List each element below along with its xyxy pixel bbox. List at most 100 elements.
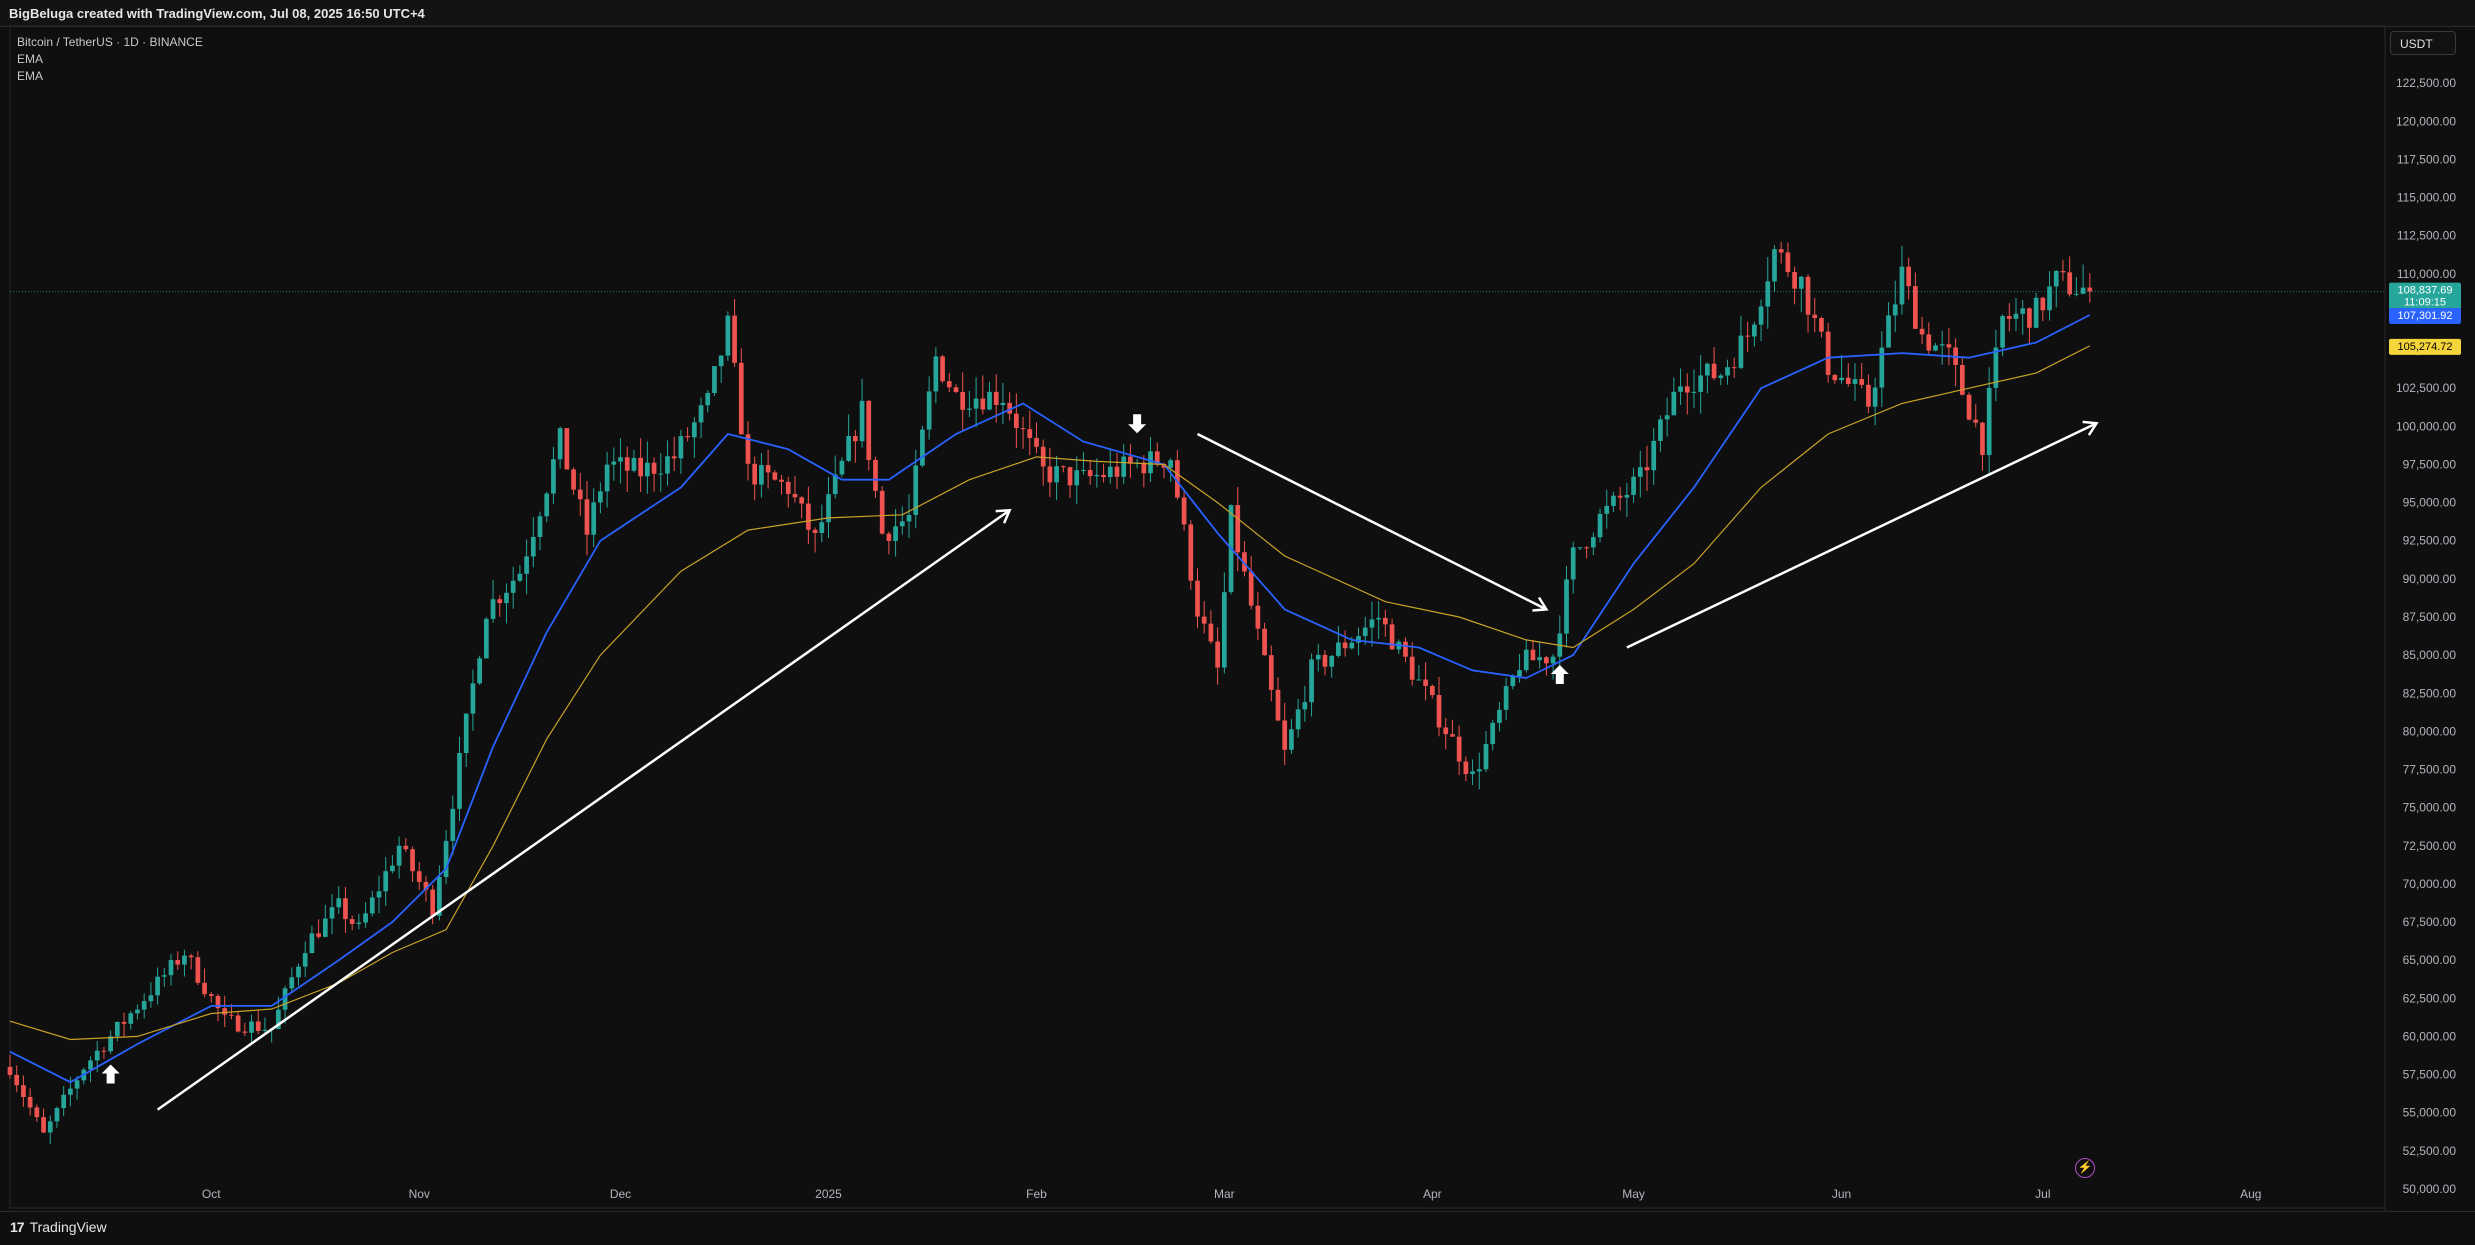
candle-body — [1054, 466, 1059, 483]
currency-button[interactable]: USDT — [2390, 31, 2456, 55]
candle-body — [1604, 505, 1610, 514]
candle-body — [1718, 375, 1724, 379]
candle-body — [1651, 440, 1657, 471]
candle-body — [571, 469, 576, 490]
candle-body — [510, 580, 516, 593]
candle-body — [1456, 736, 1462, 762]
candle-body — [779, 479, 784, 482]
candle-body — [1892, 304, 1898, 316]
lightning-icon[interactable]: ⚡ — [2075, 1158, 2095, 1178]
candle-body — [1731, 367, 1737, 369]
candle-body — [544, 493, 550, 517]
candle-body — [618, 457, 623, 462]
candle-body — [208, 994, 214, 997]
candle-body — [161, 975, 167, 977]
candle-body — [1470, 771, 1475, 774]
x-tick-label: Mar — [1214, 1187, 1235, 1201]
candle-body — [329, 907, 335, 919]
candle-body — [1436, 695, 1442, 728]
candle-body — [1866, 384, 1871, 407]
candle-body — [665, 456, 670, 474]
candle-body — [1792, 272, 1797, 289]
candle-body — [524, 556, 529, 574]
legend-symbol[interactable]: Bitcoin / TetherUS · 1D · BINANCE — [17, 35, 203, 49]
trend-arrow-head — [995, 508, 1012, 524]
legend-ema-fast[interactable]: EMA — [17, 52, 44, 66]
candle-body — [27, 1097, 33, 1108]
candle-body — [349, 919, 355, 924]
candle-body — [967, 408, 972, 410]
chart-caption: BigBeluga created with TradingView.com, … — [9, 6, 425, 21]
candle-body — [483, 618, 489, 659]
candle-body — [973, 398, 979, 409]
candle-body — [631, 457, 637, 471]
candle-body — [229, 1014, 234, 1016]
candle-body — [1215, 641, 1220, 668]
candle-body — [1181, 497, 1187, 525]
candle-body — [1302, 702, 1308, 710]
candle-body — [564, 428, 570, 470]
candle-body — [74, 1080, 80, 1089]
candle-body — [1148, 451, 1153, 474]
legend-ema-slow[interactable]: EMA — [17, 69, 44, 83]
candle-body — [61, 1094, 67, 1109]
candle-body — [1000, 402, 1006, 406]
candle-body — [705, 392, 711, 406]
candle-body — [598, 491, 603, 503]
candle-body — [1242, 552, 1247, 572]
candle-body — [537, 516, 543, 537]
candle-body — [282, 988, 288, 1010]
candle-body — [215, 996, 221, 1009]
y-tick-label: 70,000.00 — [2403, 877, 2457, 891]
candle-body — [1416, 679, 1422, 681]
candle-body — [745, 434, 751, 464]
candle-body — [108, 1036, 113, 1052]
candle-body — [1899, 266, 1905, 305]
candle-body — [893, 526, 898, 541]
candle-body — [1255, 605, 1261, 629]
candle-body — [2020, 308, 2026, 314]
candle-body — [1040, 446, 1046, 467]
candle-body — [1141, 462, 1147, 474]
candle-body — [322, 918, 328, 937]
x-tick-label: Feb — [1026, 1187, 1047, 1201]
y-tick-label: 80,000.00 — [2403, 724, 2457, 738]
candle-body — [591, 502, 597, 535]
candle-body — [1765, 281, 1771, 307]
candle-body — [866, 400, 872, 460]
candle-body — [1463, 761, 1469, 774]
candle-body — [1523, 649, 1529, 671]
chart-legend: Bitcoin / TetherUS · 1D · BINANCE EMA EM… — [17, 34, 203, 85]
candle-body — [1362, 627, 1368, 637]
candle-body — [1812, 314, 1818, 319]
candle-body — [356, 922, 362, 924]
candle-body — [1336, 642, 1341, 656]
trend-arrow-line — [1626, 422, 2098, 649]
ema-slow-price-label-bg — [2389, 338, 2461, 355]
candle-body — [1859, 379, 1865, 385]
candle-body — [1852, 379, 1858, 384]
candle-body — [1309, 659, 1314, 703]
y-tick-label: 112,500.00 — [2397, 229, 2456, 243]
candle-body — [369, 897, 375, 914]
candle-body — [410, 849, 415, 872]
y-tick-label: 110,000.00 — [2397, 267, 2456, 281]
tradingview-logo[interactable]: 17 TradingView — [10, 1219, 107, 1235]
y-tick-label: 120,000.00 — [2396, 114, 2456, 128]
candle-body — [611, 461, 617, 465]
tradingview-logo-icon: 17 — [10, 1219, 25, 1235]
candle-body — [497, 599, 503, 604]
candle-body — [953, 387, 959, 392]
candle-body — [584, 499, 590, 535]
candle-body — [1839, 377, 1844, 381]
candle-body — [1175, 460, 1180, 498]
candle-body — [1235, 505, 1241, 553]
candle-body — [1376, 617, 1381, 620]
candle-body — [276, 1009, 281, 1029]
candle-body — [993, 391, 999, 406]
candle-body — [41, 1117, 46, 1133]
trend-arrow-line — [156, 509, 1011, 1111]
candle-body — [1973, 419, 1979, 423]
candle-body — [1698, 375, 1704, 392]
